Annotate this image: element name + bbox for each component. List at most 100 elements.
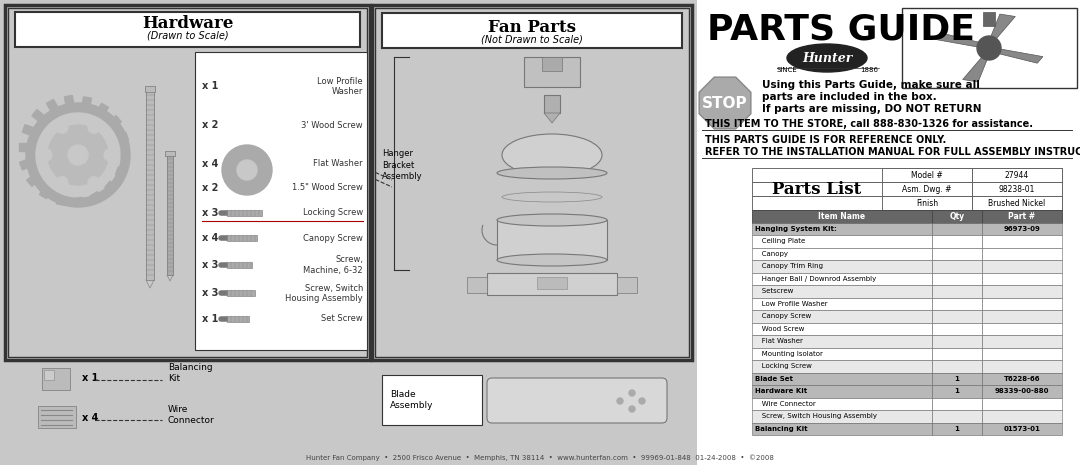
- Polygon shape: [699, 77, 751, 129]
- Bar: [982, 310, 1062, 323]
- Text: x 2: x 2: [202, 183, 218, 193]
- Text: 1: 1: [955, 388, 959, 394]
- Bar: [882, 168, 972, 182]
- Text: 98339-00-880: 98339-00-880: [995, 388, 1050, 394]
- Text: Hardware: Hardware: [143, 15, 233, 33]
- Bar: [932, 423, 982, 435]
- Text: x 3: x 3: [202, 288, 218, 299]
- Circle shape: [36, 113, 120, 197]
- Text: Wood Screw: Wood Screw: [755, 326, 805, 332]
- Text: x 4: x 4: [202, 233, 218, 243]
- Bar: [121, 151, 129, 159]
- Circle shape: [629, 390, 635, 396]
- Bar: [195, 52, 367, 350]
- Bar: [752, 222, 932, 235]
- Text: 1: 1: [955, 376, 959, 381]
- Text: 3' Wood Screw: 3' Wood Screw: [301, 120, 363, 130]
- Bar: [752, 260, 932, 272]
- Bar: [752, 385, 932, 398]
- Text: Hunter: Hunter: [801, 52, 852, 65]
- Ellipse shape: [497, 254, 607, 266]
- Circle shape: [56, 121, 68, 133]
- Bar: [932, 235, 982, 247]
- FancyBboxPatch shape: [487, 378, 667, 423]
- Bar: [752, 298, 932, 310]
- Text: Setscrew: Setscrew: [755, 288, 794, 294]
- Bar: [932, 272, 982, 285]
- Bar: [752, 247, 932, 260]
- Text: Locking Screw: Locking Screw: [302, 208, 363, 218]
- Bar: [15, 12, 360, 47]
- Polygon shape: [962, 54, 988, 82]
- Circle shape: [87, 121, 100, 133]
- Circle shape: [977, 36, 1001, 60]
- Bar: [617, 277, 637, 293]
- Bar: [42, 368, 70, 390]
- Bar: [8, 8, 367, 357]
- Bar: [752, 310, 932, 323]
- Text: Low Profile
Washer: Low Profile Washer: [318, 77, 363, 96]
- Text: STOP: STOP: [702, 95, 747, 111]
- Bar: [902, 8, 1077, 88]
- Bar: [227, 262, 252, 268]
- Circle shape: [56, 177, 68, 189]
- Bar: [932, 247, 982, 260]
- Bar: [56, 196, 66, 205]
- Text: Hanging System Kit:: Hanging System Kit:: [755, 226, 837, 232]
- Circle shape: [40, 149, 52, 161]
- Text: Finish: Finish: [916, 199, 939, 207]
- Bar: [542, 57, 562, 71]
- Text: x 3: x 3: [202, 260, 218, 270]
- Bar: [982, 323, 1062, 335]
- Text: Balancing Kit: Balancing Kit: [755, 425, 808, 432]
- Text: Hanger Ball / Downrod Assembly: Hanger Ball / Downrod Assembly: [755, 275, 876, 281]
- Bar: [752, 398, 932, 410]
- Bar: [882, 196, 972, 210]
- Bar: [932, 298, 982, 310]
- Bar: [118, 132, 129, 142]
- Bar: [982, 247, 1062, 260]
- Polygon shape: [544, 113, 561, 123]
- Bar: [65, 95, 73, 105]
- Bar: [116, 167, 125, 177]
- Bar: [752, 410, 932, 423]
- Bar: [146, 90, 154, 280]
- Text: Flat Washer: Flat Washer: [313, 159, 363, 168]
- Bar: [44, 370, 54, 380]
- Text: (Not Drawn to Scale): (Not Drawn to Scale): [481, 34, 583, 44]
- Bar: [227, 290, 255, 296]
- Ellipse shape: [502, 192, 602, 202]
- Text: Wire
Connector: Wire Connector: [168, 405, 215, 425]
- Bar: [697, 0, 1080, 465]
- Bar: [932, 285, 982, 298]
- Bar: [165, 151, 175, 156]
- Text: SINCE: SINCE: [777, 67, 797, 73]
- Bar: [982, 347, 1062, 360]
- Bar: [524, 57, 580, 87]
- Text: x 3: x 3: [202, 208, 218, 218]
- Bar: [982, 360, 1062, 372]
- Text: x 1: x 1: [202, 314, 218, 324]
- Bar: [752, 372, 932, 385]
- Text: Canopy: Canopy: [755, 251, 788, 257]
- Bar: [110, 116, 121, 127]
- Bar: [40, 188, 51, 199]
- Text: Canopy Screw: Canopy Screw: [755, 313, 811, 319]
- Bar: [982, 335, 1062, 347]
- Text: x 1: x 1: [202, 81, 218, 91]
- Text: Low Profile Washer: Low Profile Washer: [755, 300, 827, 306]
- Text: Brushed Nickel: Brushed Nickel: [988, 199, 1045, 207]
- Bar: [97, 103, 108, 114]
- Circle shape: [48, 125, 108, 185]
- Bar: [382, 13, 681, 48]
- Text: If parts are missing, DO NOT RETURN: If parts are missing, DO NOT RETURN: [762, 104, 982, 114]
- Text: Qty: Qty: [949, 212, 964, 220]
- Text: Screw,
Machine, 6-32: Screw, Machine, 6-32: [303, 255, 363, 275]
- Text: Hunter Fan Company  •  2500 Frisco Avenue  •  Memphis, TN 38114  •  www.hunterfa: Hunter Fan Company • 2500 Frisco Avenue …: [306, 455, 774, 461]
- Text: THIS PARTS GUIDE IS FOR REFERENCE ONLY.: THIS PARTS GUIDE IS FOR REFERENCE ONLY.: [705, 135, 946, 145]
- Bar: [982, 272, 1062, 285]
- Text: x 4: x 4: [82, 413, 98, 423]
- Bar: [752, 323, 932, 335]
- Circle shape: [237, 160, 257, 180]
- Bar: [982, 235, 1062, 247]
